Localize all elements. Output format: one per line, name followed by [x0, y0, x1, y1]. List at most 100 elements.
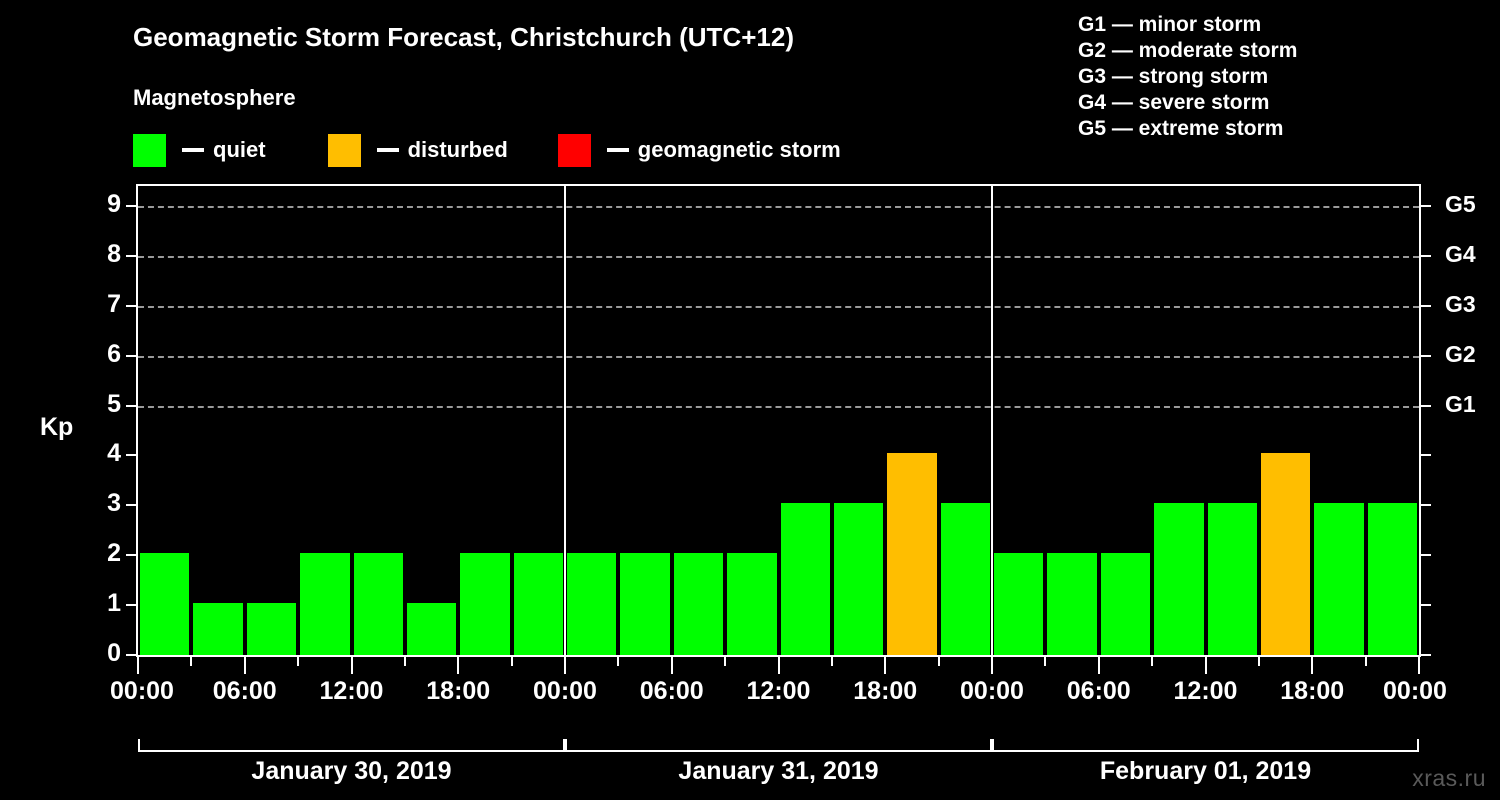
x-tick-major: [1097, 657, 1100, 674]
x-tick-label: 00:00: [1383, 677, 1447, 705]
gridline-kp-8: [138, 255, 1419, 258]
g-scale-line-4: G4 — severe storm: [1078, 91, 1270, 114]
legend-dash-icon: [376, 148, 399, 152]
x-tick-major: [777, 657, 780, 674]
x-tick-label: 00:00: [533, 677, 597, 705]
bar: [673, 552, 724, 655]
g-tick-label-G1: G1: [1445, 390, 1476, 417]
legend-label: geomagnetic storm: [637, 137, 841, 162]
y-tick-label-1: 1: [107, 589, 121, 618]
x-tick-label: 00:00: [110, 677, 174, 705]
g-scale-line-1: G1 — minor storm: [1078, 13, 1262, 36]
x-tick-minor: [1257, 657, 1260, 666]
bar: [1260, 452, 1311, 655]
g-tick-label-G3: G3: [1445, 290, 1476, 317]
x-tick-label: 06:00: [212, 677, 277, 705]
bar: [620, 552, 670, 655]
gridline-kp-6: [138, 355, 1419, 358]
x-tick-label: 18:00: [853, 677, 918, 705]
x-tick-label: 12:00: [1173, 677, 1238, 705]
y-tick-mark-9: [126, 204, 136, 207]
day-separator: [991, 186, 993, 655]
y-tick-mark-2: [126, 554, 136, 557]
x-tick-label: 18:00: [1280, 677, 1345, 705]
bar: [193, 602, 243, 655]
y-tick-label-5: 5: [107, 389, 121, 418]
x-tick-label: 12:00: [746, 677, 811, 705]
red-square-icon: [557, 133, 591, 167]
green-square-icon: [133, 133, 166, 167]
bar: [727, 552, 777, 655]
bar: [140, 552, 190, 655]
g-axis-minor-mark-3: [1421, 504, 1431, 507]
legend-label: disturbed: [407, 137, 508, 162]
plot-area: [136, 184, 1421, 657]
x-tick-minor: [190, 657, 193, 666]
g-axis-minor-mark-2: [1421, 554, 1431, 557]
y-tick-label-4: 4: [107, 439, 121, 468]
watermark: xras.ru: [1412, 765, 1486, 791]
x-tick-major: [564, 657, 566, 674]
x-tick-label: 18:00: [426, 677, 491, 705]
bar: [1100, 552, 1151, 655]
gridline-kp-5: [138, 405, 1419, 408]
y-tick-mark-4: [126, 454, 136, 457]
y-tick-mark-5: [126, 404, 136, 407]
y-tick-label-2: 2: [107, 539, 121, 568]
x-tick-major: [884, 657, 887, 674]
gridline-kp-9: [138, 205, 1419, 208]
g-tick-mark-G2: [1421, 354, 1431, 357]
g-axis-minor-mark-1: [1421, 604, 1431, 607]
x-tick-minor: [1364, 657, 1367, 666]
y-tick-mark-7: [126, 304, 136, 307]
x-tick-major: [670, 657, 673, 674]
y-tick-mark-3: [126, 504, 136, 507]
g-axis-minor-mark-0: [1421, 654, 1431, 656]
x-tick-label: 06:00: [639, 677, 704, 705]
legend-item-geomagnetic-storm: geomagnetic storm: [557, 133, 841, 167]
g-scale-line-5: G5 — extreme storm: [1078, 117, 1284, 140]
bar: [300, 552, 350, 655]
y-tick-label-7: 7: [107, 289, 121, 318]
g-axis-minor-mark-4: [1421, 454, 1431, 457]
x-tick-minor: [297, 657, 300, 666]
y-tick-label-8: 8: [107, 239, 121, 268]
x-tick-minor: [403, 657, 406, 666]
bar: [780, 502, 830, 655]
x-tick-label: 00:00: [960, 677, 1024, 705]
y-tick-label-3: 3: [107, 489, 121, 518]
bar: [460, 552, 510, 655]
x-tick-label: 06:00: [1066, 677, 1131, 705]
bar: [1047, 552, 1097, 655]
plot-inner: [138, 186, 1419, 655]
x-tick-major: [350, 657, 353, 674]
bar: [887, 452, 937, 655]
legend-label: quiet: [213, 137, 266, 162]
x-tick-minor: [1044, 657, 1047, 666]
legend-dash-icon: [182, 148, 204, 152]
x-tick-major: [1204, 657, 1207, 674]
y-tick-label-6: 6: [107, 339, 121, 368]
g-tick-mark-G5: [1421, 204, 1431, 207]
bar: [1367, 502, 1417, 655]
bar: [567, 552, 617, 655]
page-title: Geomagnetic Storm Forecast, Christchurch…: [133, 22, 794, 52]
bar: [1207, 502, 1257, 655]
bar: [994, 552, 1044, 655]
x-tick-major: [243, 657, 246, 674]
x-tick-minor: [937, 657, 940, 666]
g-tick-mark-G1: [1421, 404, 1431, 407]
bar: [940, 502, 990, 655]
x-tick-major: [457, 657, 460, 674]
y-tick-label-0: 0: [107, 639, 121, 667]
legend-item-quiet: quiet: [133, 133, 266, 167]
g-tick-mark-G4: [1421, 254, 1431, 257]
x-tick-major: [1418, 657, 1420, 674]
orange-square-icon: [327, 133, 361, 167]
x-tick-minor: [510, 657, 513, 666]
date-bracket: [138, 739, 565, 752]
x-tick-label: 12:00: [319, 677, 384, 705]
gridline-kp-7: [138, 305, 1419, 308]
x-tick-minor: [724, 657, 727, 666]
y-tick-mark-8: [126, 254, 136, 257]
